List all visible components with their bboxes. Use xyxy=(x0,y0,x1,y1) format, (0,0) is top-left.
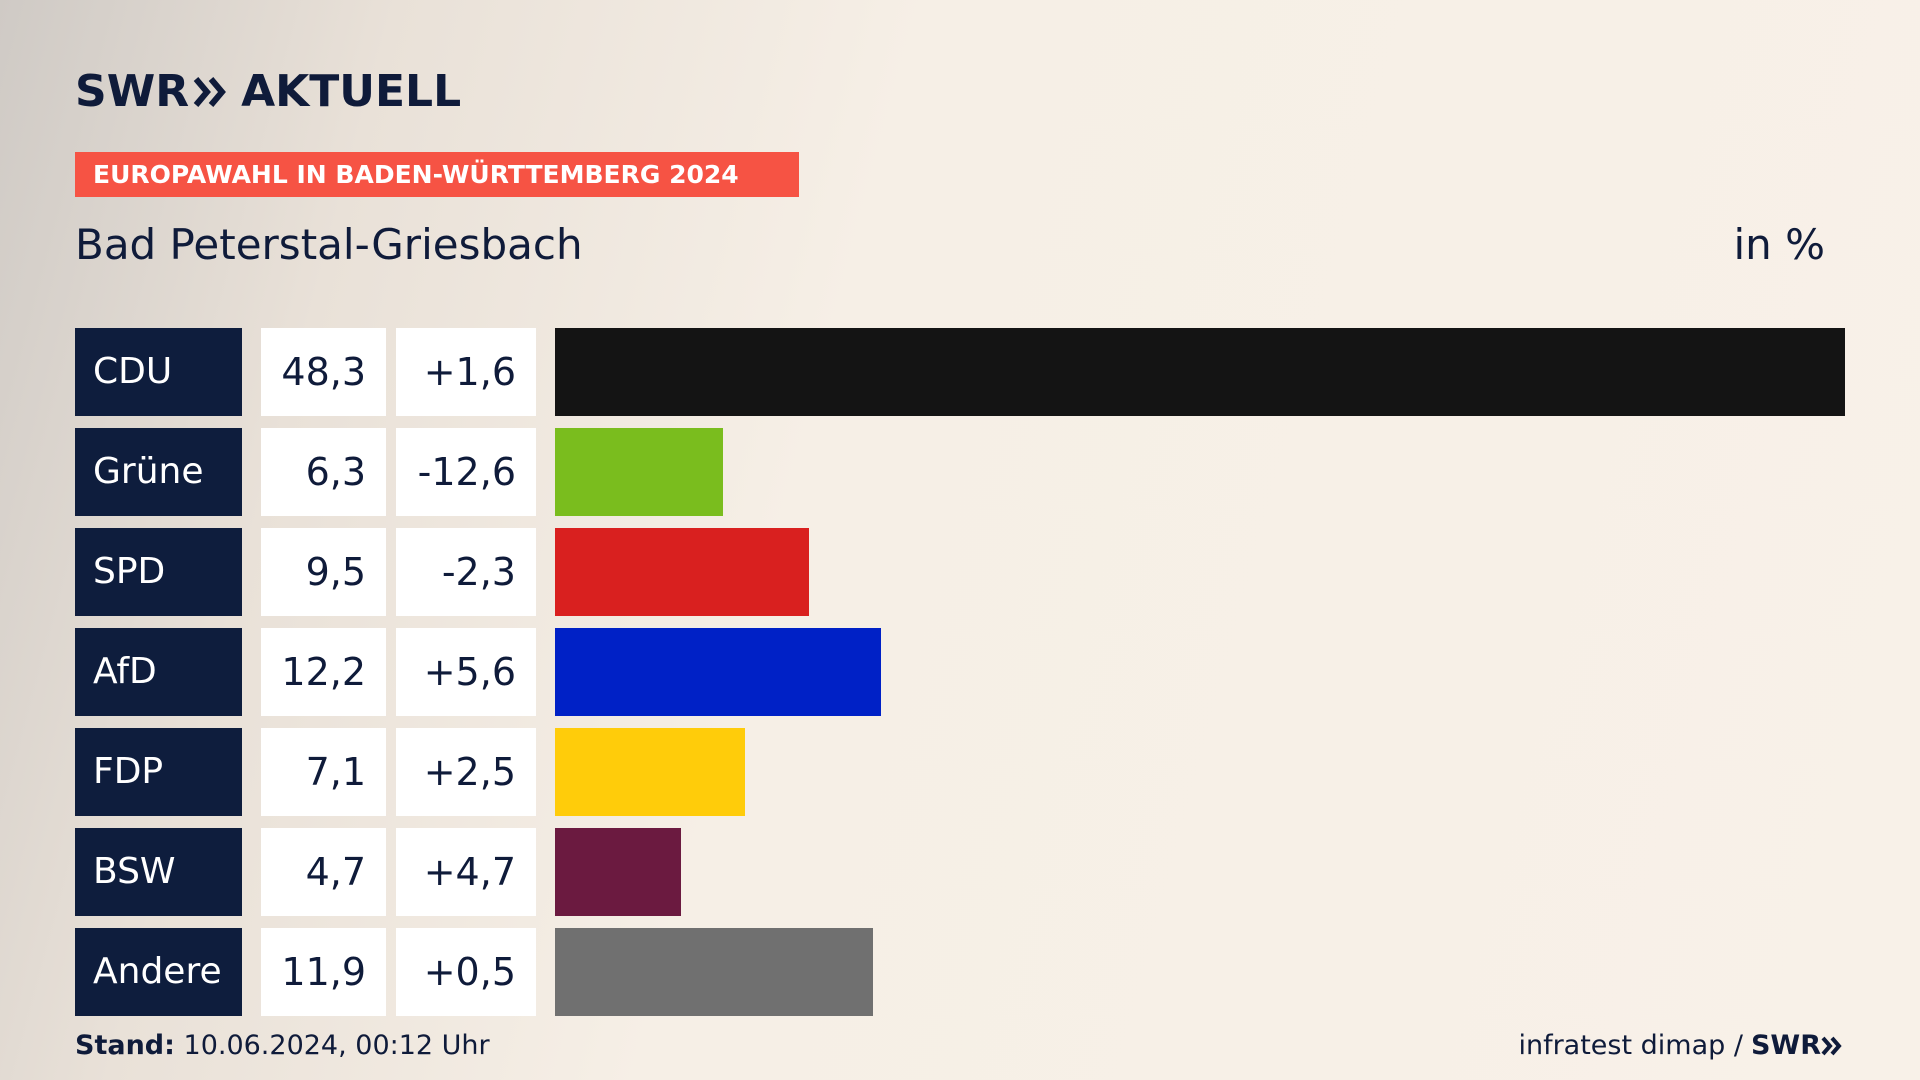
vote-share-label: 11,9 xyxy=(261,928,386,1016)
stand-label: Stand: xyxy=(75,1030,175,1061)
result-bar xyxy=(555,928,873,1016)
result-row: Grüne 6,3 -12,6 xyxy=(75,428,1845,516)
timestamp: Stand: 10.06.2024, 00:12 Uhr xyxy=(75,1030,490,1061)
swr-mini-text: SWR xyxy=(1750,1030,1821,1061)
vote-share-label: 12,2 xyxy=(261,628,386,716)
change-label: +0,5 xyxy=(396,928,536,1016)
result-bar xyxy=(555,428,723,516)
unit-label: in % xyxy=(1733,220,1825,269)
change-label: -2,3 xyxy=(396,528,536,616)
party-label: SPD xyxy=(75,528,242,616)
stand-value: 10.06.2024, 00:12 Uhr xyxy=(183,1030,490,1061)
double-chevron-small-icon xyxy=(1821,1036,1842,1055)
vote-share-label: 6,3 xyxy=(261,428,386,516)
party-label: BSW xyxy=(75,828,242,916)
party-label: Grüne xyxy=(75,428,242,516)
change-label: +2,5 xyxy=(396,728,536,816)
logo-swr-text: SWR xyxy=(75,66,190,117)
result-row: AfD 12,2 +5,6 xyxy=(75,628,1845,716)
result-bar xyxy=(555,628,881,716)
source-text: infratest dimap / xyxy=(1518,1030,1743,1061)
result-row: Andere 11,9 +0,5 xyxy=(75,928,1845,1016)
result-bar xyxy=(555,328,1845,416)
logo-aktuell-text: AKTUELL xyxy=(241,66,462,117)
swr-mini-logo: SWR xyxy=(1751,1030,1843,1061)
vote-share-label: 9,5 xyxy=(261,528,386,616)
party-label: Andere xyxy=(75,928,242,1016)
change-label: +1,6 xyxy=(396,328,536,416)
party-label: FDP xyxy=(75,728,242,816)
change-label: +5,6 xyxy=(396,628,536,716)
change-label: -12,6 xyxy=(396,428,536,516)
party-label: AfD xyxy=(75,628,242,716)
vote-share-label: 48,3 xyxy=(261,328,386,416)
swr-aktuell-logo: SWR AKTUELL xyxy=(75,66,461,117)
vote-share-label: 7,1 xyxy=(261,728,386,816)
result-row: BSW 4,7 +4,7 xyxy=(75,828,1845,916)
vote-share-label: 4,7 xyxy=(261,828,386,916)
party-label: CDU xyxy=(75,328,242,416)
double-chevron-icon xyxy=(193,75,227,109)
result-row: FDP 7,1 +2,5 xyxy=(75,728,1845,816)
result-bar xyxy=(555,828,681,916)
election-banner: EUROPAWAHL IN BADEN-WÜRTTEMBERG 2024 xyxy=(75,152,799,197)
municipality-title: Bad Peterstal-Griesbach xyxy=(75,220,583,269)
result-bar xyxy=(555,728,745,816)
result-bar xyxy=(555,528,809,616)
results-chart: CDU 48,3 +1,6 Grüne 6,3 -12,6 SPD 9,5 -2,3 AfD 12,… xyxy=(75,328,1845,1028)
change-label: +4,7 xyxy=(396,828,536,916)
source-credit: infratest dimap / SWR xyxy=(1518,1030,1843,1061)
result-row: SPD 9,5 -2,3 xyxy=(75,528,1845,616)
result-row: CDU 48,3 +1,6 xyxy=(75,328,1845,416)
